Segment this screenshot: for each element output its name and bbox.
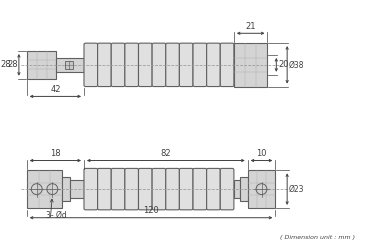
FancyBboxPatch shape — [98, 43, 111, 86]
FancyBboxPatch shape — [152, 43, 166, 86]
Text: 28: 28 — [0, 60, 11, 69]
Text: 120: 120 — [143, 206, 159, 215]
Text: ( Dimension unit : mm ): ( Dimension unit : mm ) — [280, 235, 355, 240]
Text: 3- Ød: 3- Ød — [46, 211, 67, 220]
Bar — [70, 180, 84, 198]
Bar — [62, 177, 70, 201]
Text: 42: 42 — [50, 85, 61, 94]
Bar — [248, 170, 275, 208]
FancyBboxPatch shape — [193, 43, 206, 86]
FancyBboxPatch shape — [125, 168, 138, 210]
FancyBboxPatch shape — [220, 168, 234, 210]
FancyBboxPatch shape — [166, 168, 179, 210]
FancyBboxPatch shape — [111, 43, 125, 86]
Text: Ø23: Ø23 — [289, 185, 305, 194]
Bar — [240, 177, 248, 201]
FancyBboxPatch shape — [206, 168, 220, 210]
FancyBboxPatch shape — [193, 168, 206, 210]
FancyBboxPatch shape — [206, 43, 220, 86]
Bar — [234, 180, 240, 198]
FancyBboxPatch shape — [98, 168, 111, 210]
FancyBboxPatch shape — [125, 43, 138, 86]
Text: 18: 18 — [50, 149, 61, 158]
FancyBboxPatch shape — [179, 43, 193, 86]
Text: 28: 28 — [7, 60, 18, 69]
FancyBboxPatch shape — [152, 168, 166, 210]
Text: 10: 10 — [256, 149, 267, 158]
FancyBboxPatch shape — [220, 43, 234, 86]
Bar — [65, 61, 73, 69]
FancyBboxPatch shape — [84, 43, 98, 86]
FancyBboxPatch shape — [111, 168, 125, 210]
FancyBboxPatch shape — [179, 168, 193, 210]
FancyBboxPatch shape — [138, 43, 152, 86]
FancyBboxPatch shape — [138, 168, 152, 210]
FancyBboxPatch shape — [166, 43, 179, 86]
Bar — [56, 58, 84, 72]
Bar — [234, 43, 268, 86]
Text: 20: 20 — [278, 60, 289, 69]
Bar — [27, 170, 62, 208]
Text: Ø38: Ø38 — [289, 60, 305, 69]
Bar — [27, 51, 56, 79]
Text: 21: 21 — [245, 22, 256, 31]
FancyBboxPatch shape — [84, 168, 98, 210]
Text: 82: 82 — [161, 149, 171, 158]
